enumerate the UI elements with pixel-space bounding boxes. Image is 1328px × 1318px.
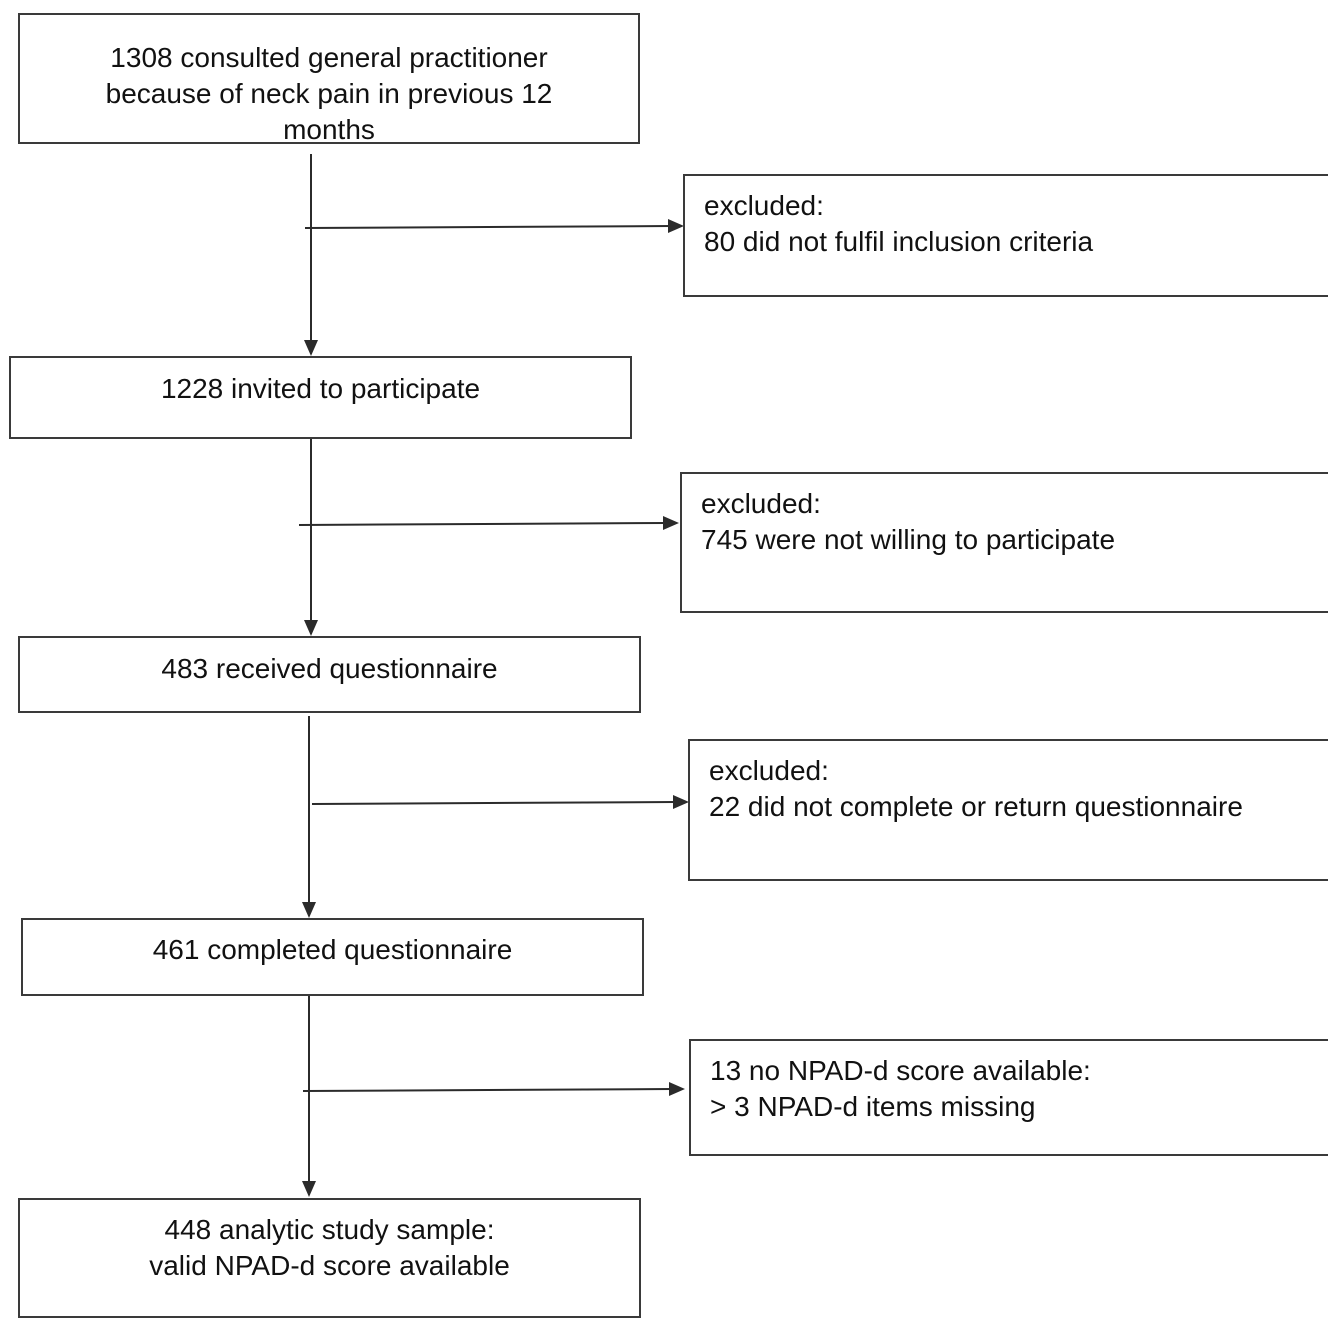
box-analytic-sample: 448 analytic study sample: valid NPAD-d … — [18, 1198, 641, 1318]
box-excluded-inclusion-line-1: excluded: — [704, 190, 824, 221]
box-no-npad-score-line-2: > 3 NPAD-d items missing — [710, 1091, 1036, 1122]
arrowhead-right-2 — [663, 516, 679, 530]
box-analytic-sample-line-1: 448 analytic study sample: — [164, 1214, 495, 1245]
box-received-questionnaire: 483 received questionnaire — [18, 636, 641, 713]
box-excluded-inclusion: excluded: 80 did not fulfil inclusion cr… — [683, 174, 1328, 297]
arrowhead-down-2 — [304, 620, 318, 636]
arrowhead-down-1 — [304, 340, 318, 356]
arrowhead-down-3 — [302, 902, 316, 918]
box-consulted-gp-line-2: because of neck pain in previous 12 — [105, 78, 553, 109]
box-consulted-gp: 1308 consulted general practitioner beca… — [18, 13, 640, 145]
arrow-right-1 — [304, 225, 673, 229]
box-excluded-not-willing-line-2: 745 were not willing to participate — [701, 524, 1116, 555]
arrow-right-4 — [302, 1088, 673, 1092]
box-excluded-not-returned-line-1: excluded: — [709, 755, 829, 786]
arrowhead-right-4 — [669, 1082, 685, 1096]
arrowhead-right-3 — [673, 795, 689, 809]
box-excluded-inclusion-line-2: 80 did not fulfil inclusion criteria — [704, 226, 1094, 257]
box-consulted-gp-line-3: months — [283, 114, 375, 145]
arrowhead-right-1 — [668, 219, 684, 233]
box-invited: 1228 invited to participate — [9, 356, 632, 439]
box-consulted-gp-line-1: 1308 consulted general practitioner — [110, 42, 548, 73]
box-excluded-not-willing-line-1: excluded: — [701, 488, 821, 519]
box-received-questionnaire-line-1: 483 received questionnaire — [161, 653, 498, 684]
arrow-right-2 — [298, 522, 667, 526]
arrow-right-3 — [311, 801, 677, 805]
box-completed-questionnaire-line-1: 461 completed questionnaire — [152, 934, 513, 965]
arrowhead-down-4 — [302, 1181, 316, 1197]
box-excluded-not-returned: excluded: 22 did not complete or return … — [688, 739, 1328, 881]
box-invited-line-1: 1228 invited to participate — [160, 373, 481, 404]
box-completed-questionnaire: 461 completed questionnaire — [21, 918, 644, 996]
box-excluded-not-returned-line-2: 22 did not complete or return questionna… — [709, 791, 1243, 822]
box-no-npad-score-line-1: 13 no NPAD-d score available: — [710, 1055, 1091, 1086]
box-analytic-sample-line-2: valid NPAD-d score available — [149, 1250, 510, 1281]
box-no-npad-score: 13 no NPAD-d score available: > 3 NPAD-d… — [689, 1039, 1328, 1156]
box-excluded-not-willing: excluded: 745 were not willing to partic… — [680, 472, 1328, 613]
